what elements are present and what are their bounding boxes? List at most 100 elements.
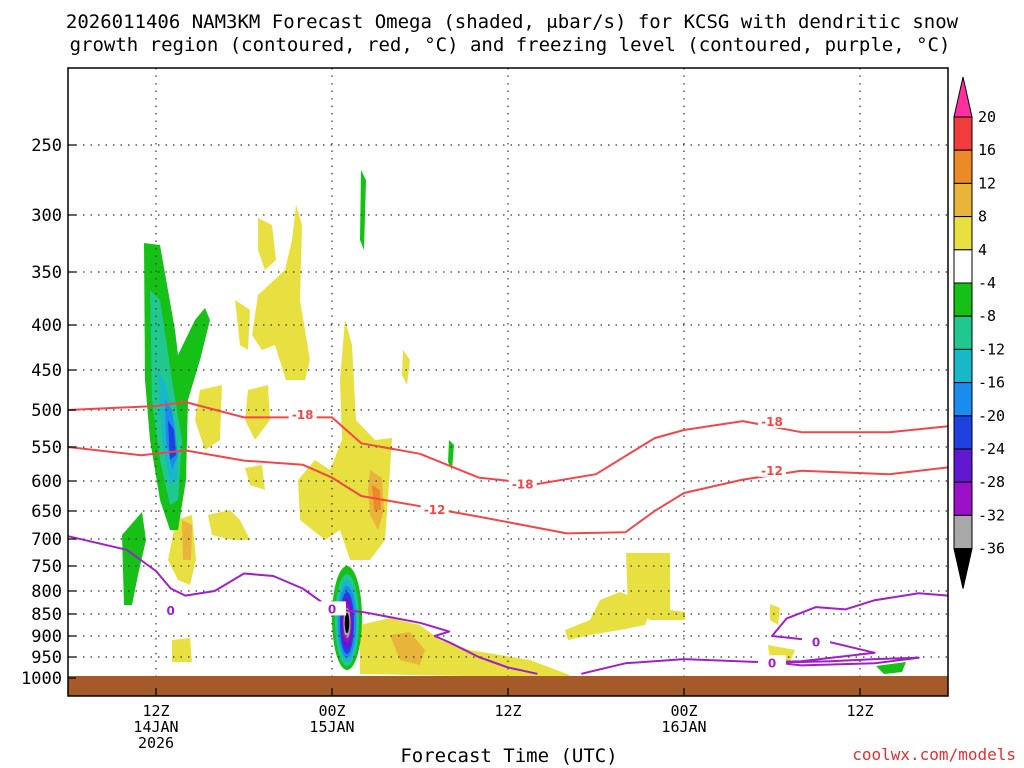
contour-label-0-0: -18 [292, 408, 314, 422]
contour-label-bg-2-1 [318, 601, 346, 616]
colorbar: 20 16 12 8 4 -4 -8 -12 -16 -20 -24 -28 -32 -36 [953, 76, 1005, 589]
omega-patch-positive [258, 218, 276, 270]
colorbar-tick-13: -36 [978, 540, 1005, 558]
colorbar-swatch-4 [953, 216, 973, 251]
contour-label-bg-3-1 [802, 634, 830, 649]
y-tick-label-850: 850 [31, 605, 62, 625]
colorbar-swatch-10 [953, 415, 973, 450]
colorbar-tick-12: -32 [978, 506, 1005, 524]
y-tick-label-350: 350 [31, 263, 62, 283]
colorbar-tick-1: 16 [978, 141, 996, 159]
colorbar-swatch-8 [953, 348, 973, 384]
colorbar-tick-0: 20 [978, 108, 996, 126]
y-tick-label-950: 950 [31, 648, 62, 668]
contour-label-3-0: 0 [768, 656, 776, 670]
omega-shading [122, 170, 906, 678]
contour-label-bg-0-0 [288, 407, 317, 422]
omega-patch-negative [448, 440, 454, 470]
colorbar-tick-10: -24 [978, 440, 1005, 458]
colorbar-tick-6: -8 [978, 307, 996, 325]
colorbar-tick-2: 12 [978, 174, 996, 192]
contour-label-bg-2-0 [156, 602, 185, 617]
contour-lines: -18 -18 -18 -12 -12 0 0 0 0 [67, 401, 949, 675]
ground-terrain [68, 676, 948, 696]
colorbar-swatch-6 [953, 282, 973, 317]
x-tick-label-3-1: 16JAN [661, 718, 706, 736]
contour-label-bg-0-2 [758, 413, 786, 428]
x-tick-label-0-2: 2026 [138, 734, 174, 752]
plot-area: -18 -18 -18 -12 -12 0 0 0 0 [67, 67, 949, 697]
y-tick-label-800: 800 [31, 582, 62, 602]
omega-patch-positive [770, 604, 780, 625]
colorbar-swatch-7 [953, 315, 973, 350]
colorbar-swatch-5 [953, 249, 973, 284]
colorbar-tick-5: -4 [978, 274, 996, 292]
contour-label-2-1: 0 [328, 602, 336, 616]
omega-patch-positive [208, 510, 250, 540]
omega-patch-orange-strong [372, 485, 381, 510]
y-tick-label-450: 450 [31, 361, 62, 381]
y-tick-label-500: 500 [31, 401, 62, 421]
omega-patch-positive [235, 300, 250, 350]
y-tick-label-250: 250 [31, 136, 62, 156]
x-tick-label-0-0: 12Z [142, 702, 169, 720]
contour-label-2-0: 0 [166, 604, 174, 618]
colorbar-swatch-9 [953, 382, 973, 417]
omega-patch-negative [876, 662, 906, 674]
y-tick-label-900: 900 [31, 627, 62, 647]
omega-patch-positive [402, 350, 410, 385]
colorbar-bottom-arrow [953, 548, 973, 589]
contour-label-0-1: -18 [512, 478, 534, 492]
contour-label-1-1: -12 [761, 464, 783, 478]
omega-patch-positive [245, 385, 270, 440]
omega-patch-positive [245, 465, 265, 490]
colorbar-tick-7: -12 [978, 340, 1005, 358]
omega-patch-negative [122, 512, 146, 605]
contour-label-bg-1-0 [420, 501, 449, 516]
chart-title-line1: 2026011406 NAM3KM Forecast Omega (shaded… [66, 11, 959, 33]
contour-label-0-2: -18 [761, 415, 783, 429]
colorbar-tick-9: -20 [978, 407, 1005, 425]
omega-patch-orange [182, 520, 192, 560]
y-tick-label-750: 750 [31, 557, 62, 577]
y-tick-label-1000: 1000 [21, 669, 62, 689]
x-axis-label: Forecast Time (UTC) [400, 745, 617, 767]
chart-title-line2: growth region (contoured, red, °C) and f… [70, 34, 951, 56]
omega-patch-positive [252, 205, 310, 380]
contour-label-bg-3-0 [758, 655, 786, 670]
y-tick-label-600: 600 [31, 472, 62, 492]
credit-text[interactable]: coolwx.com/models [852, 745, 1016, 764]
colorbar-tick-11: -28 [978, 473, 1005, 491]
y-tick-label-550: 550 [31, 438, 62, 458]
x-tick-label-4-0: 12Z [846, 702, 873, 720]
contour-label-3-1: 0 [812, 635, 820, 649]
omega-core-black [344, 613, 350, 633]
x-tick-label-1-1: 15JAN [309, 718, 354, 736]
colorbar-swatch-1 [953, 116, 973, 151]
colorbar-tick-3: 8 [978, 208, 987, 226]
x-tick-label-0-1: 14JAN [133, 718, 178, 736]
y-tick-label-400: 400 [31, 316, 62, 336]
contour-label-bg-1-1 [758, 462, 786, 477]
colorbar-swatch-3 [953, 182, 973, 218]
colorbar-swatch-13 [953, 514, 973, 550]
y-tick-label-650: 650 [31, 502, 62, 522]
x-tick-label-1-0: 00Z [318, 702, 345, 720]
colorbar-tick-4: 4 [978, 241, 987, 259]
omega-patch-positive [298, 320, 392, 560]
x-tick-label-2-0: 12Z [494, 702, 521, 720]
omega-patch-positive [172, 638, 192, 662]
colorbar-swatch-11 [953, 448, 973, 483]
omega-patch-negative [360, 170, 366, 250]
omega-patch-positive [626, 553, 685, 620]
omega-core-darkblue [168, 420, 176, 460]
colorbar-swatch-2 [953, 149, 973, 184]
y-tick-label-300: 300 [31, 206, 62, 226]
contour-line-2 [67, 535, 538, 675]
contour-label-bg-0-1 [508, 476, 537, 491]
colorbar-swatch-12 [953, 481, 973, 516]
contour-label-1-0: -12 [424, 503, 446, 517]
y-tick-label-700: 700 [31, 530, 62, 550]
